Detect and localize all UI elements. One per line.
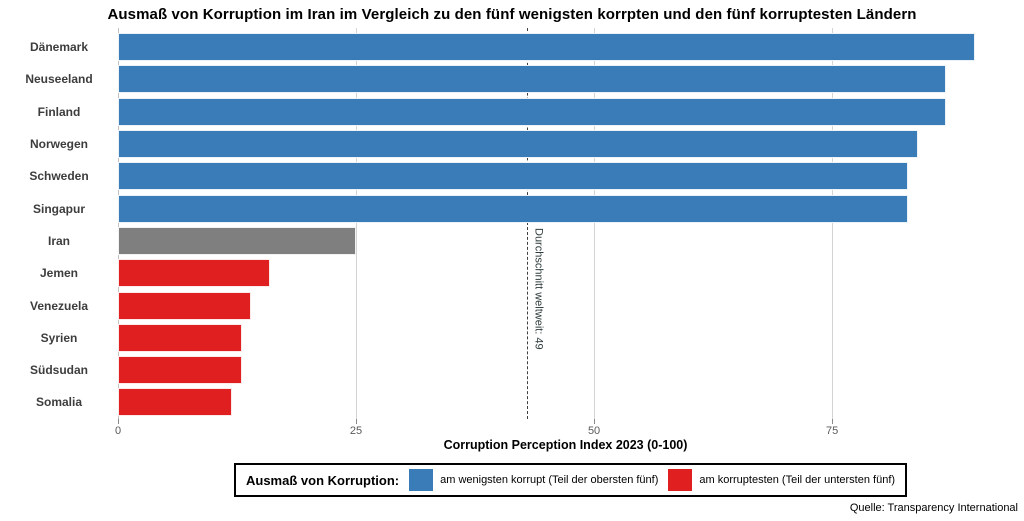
- x-axis-label: Corruption Perception Index 2023 (0-100): [443, 438, 688, 452]
- tick-mark-75: [832, 419, 834, 424]
- category-label-venezuela: Venezuela: [29, 298, 89, 313]
- bar-track: [118, 33, 1024, 62]
- tick-mark-0: [118, 419, 119, 424]
- bar-danemark: [118, 33, 975, 62]
- category-label-sudsudan: Südsudan: [29, 363, 88, 378]
- category-label-norwegen: Norwegen: [29, 137, 88, 152]
- category-label-iran: Iran: [47, 233, 70, 248]
- chart-row: Dänemark: [0, 31, 1024, 63]
- bar-track: [118, 259, 1024, 288]
- chart-row: Norwegen: [0, 128, 1024, 160]
- gridline-50: [594, 28, 596, 419]
- tick-mark-50: [594, 419, 596, 424]
- chart-title: Ausmaß von Korruption im Iran im Verglei…: [107, 6, 917, 23]
- bar-finland: [118, 97, 947, 126]
- bar-somalia: [118, 388, 233, 417]
- legend-title: Ausmaß von Korruption:: [246, 472, 400, 488]
- gridline-25: [356, 28, 358, 419]
- chart-row: Jemen: [0, 257, 1024, 289]
- legend-item-most-corrupt: am korruptesten (Teil der untersten fünf…: [668, 469, 895, 491]
- category-label-singapur: Singapur: [32, 201, 85, 216]
- chart-row: Iran: [0, 225, 1024, 257]
- chart-row: Schweden: [0, 160, 1024, 192]
- category-label-finland: Finland: [37, 104, 81, 119]
- tick-label-75: 75: [825, 425, 839, 437]
- bar-syrien: [118, 323, 242, 352]
- category-label-jemen: Jemen: [39, 266, 79, 281]
- world-average-dashed-line: [527, 28, 529, 419]
- category-label-schweden: Schweden: [29, 169, 89, 184]
- bar-track: [118, 65, 1024, 94]
- y-axis-line: [118, 28, 119, 419]
- legend-label: am wenigsten korrupt (Teil der obersten …: [440, 474, 659, 486]
- tick-label-50: 50: [587, 425, 601, 437]
- chart-row: Neuseeland: [0, 63, 1024, 95]
- tick-label-25: 25: [349, 425, 363, 437]
- chart-row: Singapur: [0, 192, 1024, 224]
- bar-track: [118, 226, 1024, 255]
- category-label-somalia: Somalia: [35, 395, 83, 410]
- bar-iran: [118, 226, 357, 255]
- bar-venezuela: [118, 291, 252, 320]
- bar-singapur: [118, 194, 909, 223]
- bar-sudsudan: [118, 356, 242, 385]
- bar-track: [118, 388, 1024, 417]
- bar-norwegen: [118, 130, 918, 159]
- bar-track: [118, 356, 1024, 385]
- bar-rows: Dänemark Neuseeland Finland Norwegen Schwede…: [0, 31, 1024, 419]
- chart-row: Finland: [0, 96, 1024, 128]
- gridline-75: [832, 28, 834, 419]
- legend-item-least-corrupt: am wenigsten korrupt (Teil der obersten …: [409, 469, 658, 491]
- tick-label-0: 0: [114, 425, 122, 437]
- chart-row: Somalia: [0, 386, 1024, 418]
- bar-track: [118, 97, 1024, 126]
- legend-swatch-blue: [409, 469, 434, 491]
- source-credit: Quelle: Transparency International: [849, 502, 1018, 514]
- chart-row: Südsudan: [0, 354, 1024, 386]
- grid-layer: Durchschnitt weltweit: 49: [118, 28, 1013, 419]
- chart-row: Syrien: [0, 322, 1024, 354]
- plot-area: Durchschnitt weltweit: 49 Dänemark Neusee…: [0, 28, 1024, 419]
- category-label-syrien: Syrien: [40, 330, 78, 345]
- legend-label: am korruptesten (Teil der untersten fünf…: [699, 474, 896, 486]
- category-label-neuseeland: Neuseeland: [25, 72, 93, 87]
- bar-track: [118, 291, 1024, 320]
- world-average-annotation: Durchschnitt weltweit: 49: [532, 228, 545, 350]
- bar-track: [118, 162, 1024, 191]
- bar-track: [118, 323, 1024, 352]
- bar-track: [118, 194, 1024, 223]
- bar-track: [118, 130, 1024, 159]
- legend-swatch-red: [668, 469, 693, 491]
- category-label-danemark: Dänemark: [29, 40, 89, 55]
- tick-mark-25: [356, 419, 358, 424]
- bar-jemen: [118, 259, 271, 288]
- x-axis: 0 25 50 75: [115, 419, 1013, 439]
- bar-schweden: [118, 162, 909, 191]
- legend: Ausmaß von Korruption: am wenigsten korr…: [234, 463, 908, 497]
- chart-row: Venezuela: [0, 289, 1024, 321]
- bar-neuseeland: [118, 65, 947, 94]
